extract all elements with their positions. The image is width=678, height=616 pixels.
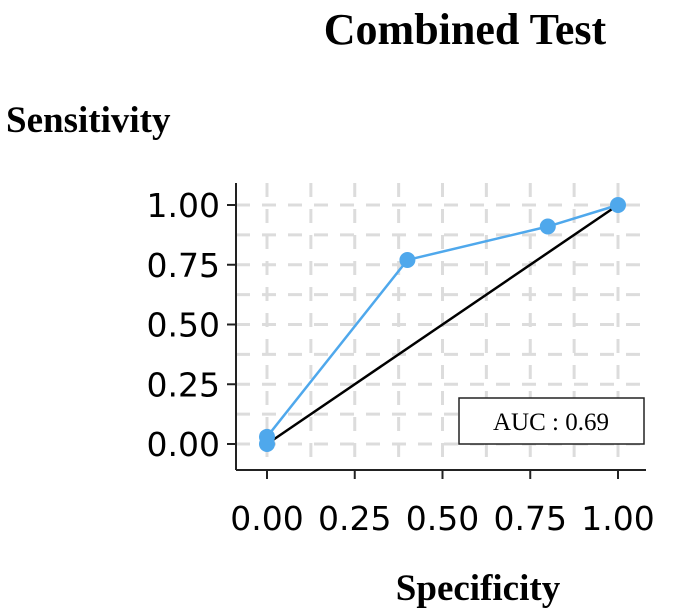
y-tick-label: 1.00 bbox=[147, 186, 220, 225]
x-tick-label: 0.50 bbox=[406, 499, 479, 538]
x-tick-label: 0.25 bbox=[318, 499, 391, 538]
auc-box-frame bbox=[458, 397, 645, 445]
auc-box: AUC : 0.69 bbox=[458, 397, 645, 445]
x-tick-label: 0.00 bbox=[230, 499, 303, 538]
roc-point bbox=[539, 218, 556, 235]
roc-point bbox=[399, 251, 416, 268]
y-tick-label: 0.00 bbox=[147, 425, 220, 464]
y-tick-label: 0.75 bbox=[147, 246, 220, 285]
y-tick-label: 0.25 bbox=[147, 365, 220, 404]
reference-diagonal-line bbox=[266, 203, 619, 446]
y-tick-label: 0.50 bbox=[147, 306, 220, 345]
roc-point bbox=[259, 428, 275, 445]
auc-label: AUC : 0.69 bbox=[493, 409, 609, 436]
x-tick-label: 0.75 bbox=[494, 499, 567, 538]
series-group bbox=[259, 197, 626, 452]
tick-labels: 0.00 0.25 0.50 0.75 1.00 0.00 0.25 0.50 0.75 1.00 bbox=[147, 186, 655, 538]
roc-point bbox=[610, 197, 626, 213]
x-tick-label: 1.00 bbox=[581, 499, 654, 538]
reference-line-group bbox=[266, 203, 619, 446]
y-axis-label: Sensitivity bbox=[6, 100, 171, 141]
x-axis-label: Specificity bbox=[396, 568, 561, 609]
axes bbox=[227, 183, 646, 479]
chart-title: Combined Test bbox=[324, 5, 607, 54]
